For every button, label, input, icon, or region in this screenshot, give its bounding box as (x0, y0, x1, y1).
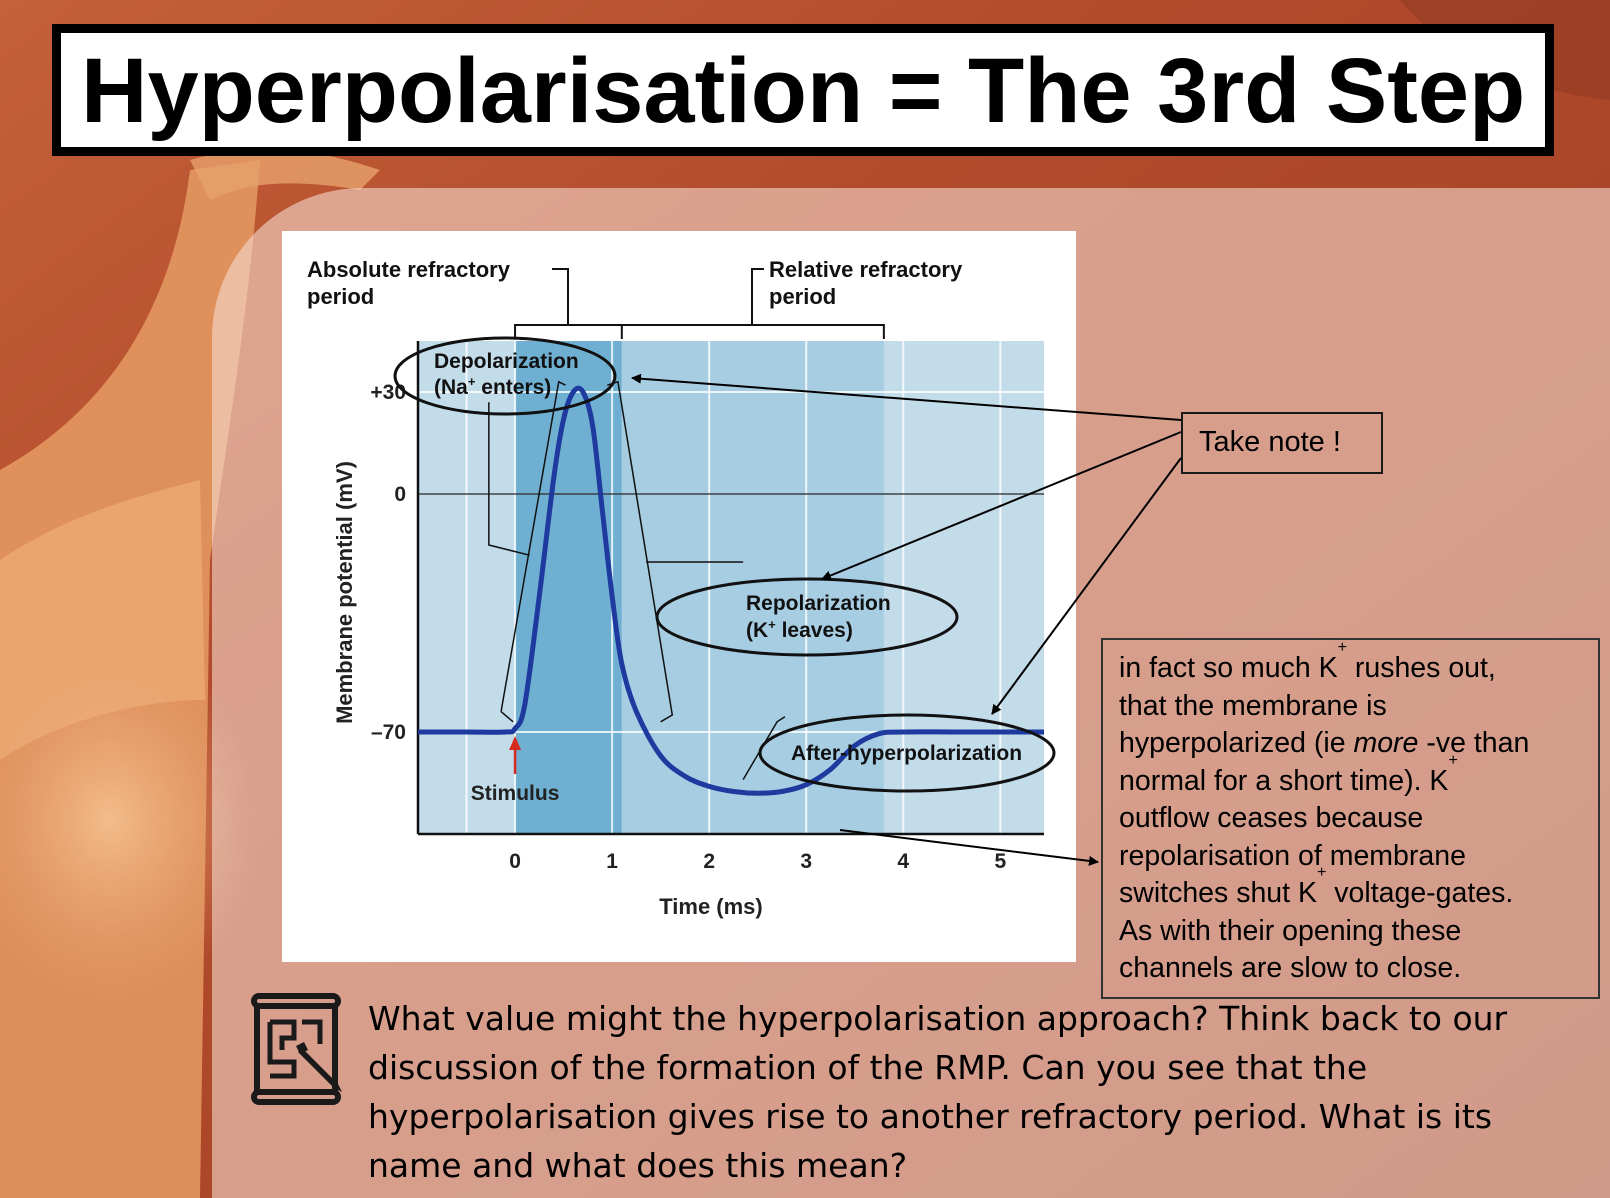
chart-container: 0 1 2 3 4 5 +30 0 –70 Time (ms) Membrane potential… (282, 231, 1076, 962)
x-tick-label: 1 (606, 850, 618, 873)
repolarization-oval (655, 577, 959, 657)
action-potential-chart: 0 1 2 3 4 5 +30 0 –70 Time (ms) Membrane potential… (307, 257, 1056, 919)
info-line: outflow ceases because (1119, 802, 1424, 834)
absolute-label-leader (552, 268, 569, 325)
absolute-refractory-bracket (514, 324, 623, 339)
relative-refractory-label: Relative refractory (769, 257, 963, 282)
info-line: As with their opening these (1119, 914, 1462, 947)
label-part: (K (746, 619, 768, 642)
x-tick-label: 4 (897, 850, 909, 873)
relative-label-leader (751, 268, 764, 325)
question-text: What value might the hyperpolarisation a… (368, 994, 1568, 1190)
question-line: hyperpolarisation gives rise to another … (368, 1097, 1493, 1136)
stimulus-label: Stimulus (471, 782, 560, 805)
y-tick-label: –70 (371, 721, 406, 744)
question-line: What value might the hyperpolarisation a… (368, 999, 1508, 1038)
info-line: normal for a short time). K+ (1119, 751, 1458, 797)
info-line: that the membrane is (1119, 689, 1387, 722)
x-tick-label: 3 (800, 850, 812, 873)
x-tick-label: 2 (703, 850, 715, 873)
action-potential-trace (417, 385, 1044, 796)
absolute-refractory-label: period (307, 284, 374, 309)
info-text-box: in fact so much K+ rushes out, that the … (1101, 638, 1600, 999)
blueprint-pencil-icon (251, 993, 342, 1105)
info-line: repolarisation of membrane (1119, 839, 1466, 872)
info-line: hyperpolarized (ie more -ve than (1119, 727, 1530, 759)
take-note-box: Take note ! (1181, 412, 1383, 474)
superscript: + (768, 617, 776, 632)
superscript: + (468, 374, 476, 389)
depolarization-label: (Na+ enters) (434, 374, 551, 399)
repolarization-label: (K+ leaves) (746, 617, 853, 642)
stimulus-arrow-head (509, 736, 522, 750)
title-box: Hyperpolarisation = The 3rd Step (52, 24, 1554, 156)
question-line: name and what does this mean? (368, 1146, 908, 1185)
slide-title: Hyperpolarisation = The 3rd Step (81, 40, 1526, 142)
relative-refractory-bracket (621, 324, 885, 339)
label-part: leaves) (776, 619, 853, 642)
label-part: (Na (434, 376, 468, 399)
y-tick-label: +30 (370, 381, 406, 404)
label-part: enters) (475, 376, 551, 399)
relative-refractory-label: period (769, 284, 836, 309)
info-line: switches shut K+ voltage-gates. (1119, 864, 1514, 910)
y-tick-label: 0 (394, 483, 406, 506)
after-hyperpolarization-oval (758, 713, 1056, 793)
depolarization-oval (393, 336, 617, 416)
depolarization-label: Depolarization (434, 350, 579, 373)
depolarization-phase-bracket (500, 380, 566, 723)
repolarization-label: Repolarization (746, 592, 891, 615)
question-line: discussion of the formation of the RMP. … (368, 1048, 1368, 1087)
depolarization-leader (488, 402, 530, 556)
relative-refractory-region (621, 341, 884, 834)
absolute-refractory-region (515, 341, 622, 834)
x-tick-label: 5 (994, 850, 1006, 873)
info-line: channels are slow to close. (1119, 952, 1462, 984)
after-hyperpolarization-leader (742, 716, 786, 780)
after-hyperpolarization-label: After-hyperpolarization (791, 742, 1022, 765)
info-line: in fact so much K+ rushes out, (1119, 639, 1496, 685)
x-tick-label: 0 (509, 850, 521, 873)
y-axis-label: Membrane potential (mV) (332, 461, 357, 724)
absolute-refractory-label: Absolute refractory (307, 257, 511, 282)
x-axis-label: Time (ms) (659, 894, 763, 919)
